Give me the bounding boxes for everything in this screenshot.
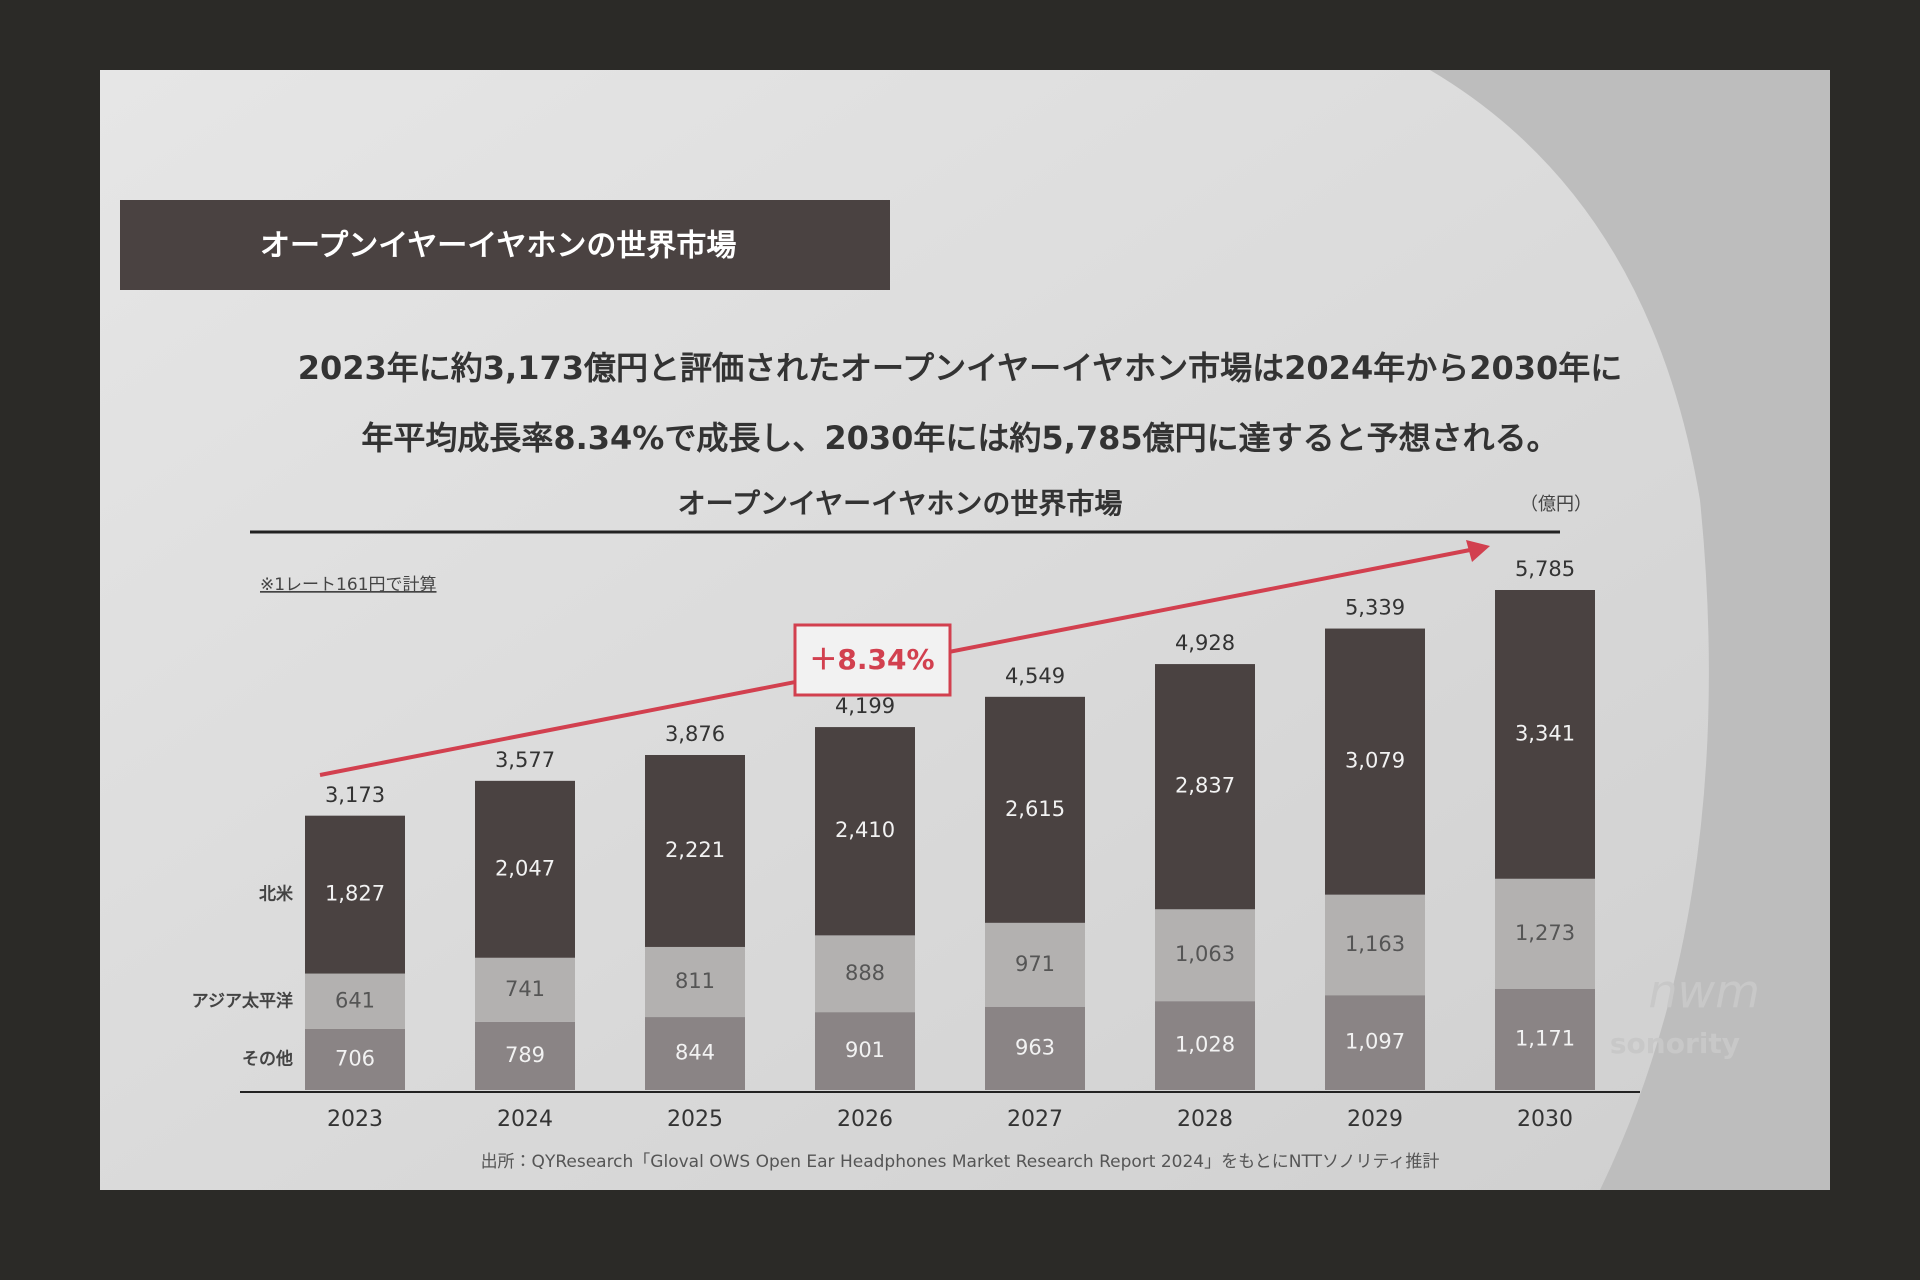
value-label: 3,079 — [1345, 749, 1405, 773]
total-label: 4,928 — [1175, 631, 1235, 655]
summary-line: 年平均成長率8.34%で成長し、2030年には約5,785億円に達すると予想され… — [361, 419, 1558, 457]
summary-line: 2023年に約3,173億円と評価されたオープンイヤーイヤホン市場は2024年か… — [298, 349, 1623, 387]
note: ※1レート161円で計算 — [260, 575, 437, 595]
value-label: 1,063 — [1175, 942, 1235, 966]
unit-label: （億円） — [1520, 494, 1592, 515]
x-tick-label: 2030 — [1517, 1107, 1573, 1132]
growth-box — [793, 623, 952, 697]
bar-segment — [1495, 988, 1595, 1090]
x-tick-label: 2024 — [497, 1107, 553, 1132]
legend-label: その他 — [242, 1048, 293, 1069]
bar-segment — [1325, 894, 1425, 996]
bar-segment — [1495, 590, 1595, 879]
bar-segment — [305, 1028, 405, 1090]
legend-label: 北米 — [259, 884, 294, 905]
x-tick-label: 2023 — [327, 1107, 383, 1132]
value-label: 971 — [1015, 952, 1055, 976]
total-label: 3,577 — [495, 748, 555, 772]
x-tick-label: 2026 — [837, 1107, 893, 1132]
bar-segment — [475, 780, 575, 958]
value-label: 844 — [675, 1041, 715, 1065]
bar-segment — [305, 973, 405, 1029]
total-label: 3,173 — [325, 783, 385, 807]
slide-decoration — [1430, 70, 1830, 1190]
growth-rate: ＋8.34% — [809, 643, 934, 676]
value-label: 1,273 — [1515, 921, 1575, 945]
logo-name: sonority — [1610, 1027, 1740, 1060]
bar-segment — [1155, 909, 1255, 1002]
bar-segment — [475, 1021, 575, 1090]
legend-label: アジア太平洋 — [192, 990, 293, 1011]
value-label: 2,837 — [1175, 774, 1235, 798]
x-tick-label: 2029 — [1347, 1107, 1403, 1132]
total-label: 5,339 — [1345, 596, 1405, 620]
bar-segment — [985, 696, 1085, 923]
chart-title: オープンイヤーイヤホンの世界市場 — [678, 487, 1123, 520]
bar-segment — [815, 1012, 915, 1090]
value-label: 706 — [335, 1046, 375, 1070]
header-bar — [120, 200, 890, 290]
value-label: 2,615 — [1005, 797, 1065, 821]
header-title: オープンイヤーイヤホンの世界市場 — [260, 229, 736, 264]
value-label: 2,410 — [835, 818, 895, 842]
x-tick-label: 2027 — [1007, 1107, 1063, 1132]
x-tick-label: 2028 — [1177, 1107, 1233, 1132]
value-label: 741 — [505, 977, 545, 1001]
x-tick-label: 2025 — [667, 1107, 723, 1132]
bar-segment — [645, 946, 745, 1018]
total-label: 3,876 — [665, 722, 725, 746]
value-label: 3,341 — [1515, 721, 1575, 745]
bar-segment — [985, 922, 1085, 1007]
value-label: 901 — [845, 1038, 885, 1062]
bar-segment — [985, 1006, 1085, 1090]
source: 出所：QYResearch「Gloval OWS Open Ear Headph… — [481, 1152, 1440, 1172]
total-label: 4,549 — [1005, 664, 1065, 688]
value-label: 789 — [505, 1043, 545, 1067]
value-label: 1,171 — [1515, 1026, 1575, 1050]
value-label: 888 — [845, 961, 885, 985]
bar-segment — [645, 754, 745, 947]
bar-segment — [1325, 628, 1425, 895]
bar-segment — [815, 727, 915, 936]
value-label: 2,221 — [665, 838, 725, 862]
value-label: 1,827 — [325, 882, 385, 906]
total-label: 4,199 — [835, 694, 895, 718]
bar-segment — [1155, 1001, 1255, 1090]
value-label: 963 — [1015, 1035, 1055, 1059]
bar-segment — [1495, 878, 1595, 989]
logo-mark: nwm — [1648, 965, 1760, 1019]
bar-segment — [645, 1017, 745, 1090]
arrow-head — [1466, 540, 1490, 562]
value-label: 2,047 — [495, 856, 555, 880]
value-label: 1,163 — [1345, 932, 1405, 956]
bar-segment — [815, 935, 915, 1013]
value-label: 1,028 — [1175, 1033, 1235, 1057]
value-label: 1,097 — [1345, 1030, 1405, 1054]
bar-segment — [1325, 995, 1425, 1090]
bar-segment — [475, 957, 575, 1022]
value-label: 641 — [335, 988, 375, 1012]
value-label: 811 — [675, 969, 715, 993]
bar-segment — [1155, 664, 1255, 910]
total-label: 5,785 — [1515, 557, 1575, 581]
bar-segment — [305, 815, 405, 974]
